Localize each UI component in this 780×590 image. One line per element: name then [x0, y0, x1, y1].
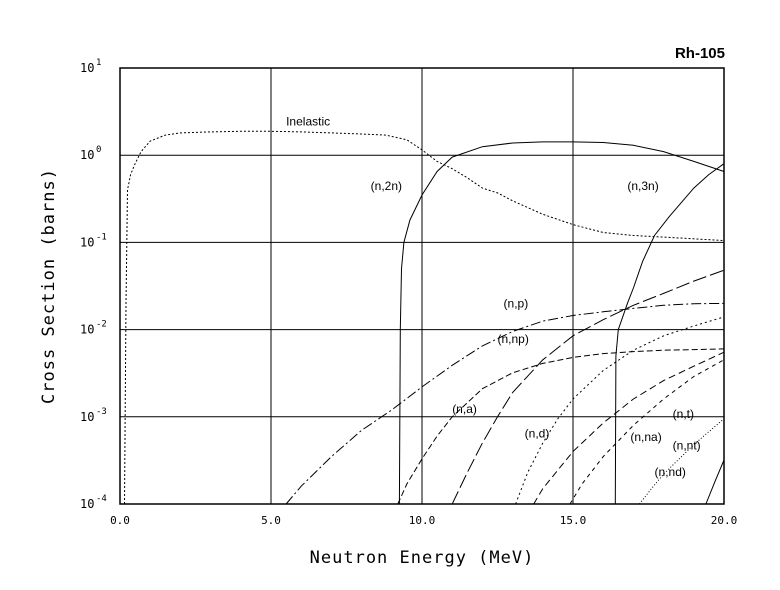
- series-line-n-3n: [614, 163, 725, 505]
- series-line-n-t: [533, 351, 725, 505]
- series-labels: Inelastic (n,2n) (n,3n) (n,p) (n,np) (n,a) (n,…: [286, 114, 701, 479]
- y-tick-label: 10: [80, 61, 94, 75]
- y-tick-label: 10: [80, 148, 94, 162]
- y-tick-label: 10: [80, 497, 94, 511]
- series-label-n-p: (n,p): [504, 296, 529, 310]
- series-label-n-a: (n,a): [452, 402, 477, 416]
- series-line-n-a: [397, 348, 725, 505]
- series-line-n-na: [569, 359, 725, 505]
- x-axis-title: Neutron Energy (MeV): [310, 548, 535, 568]
- x-tick-label: 20.0: [711, 514, 738, 527]
- y-tick-exponent: -1: [96, 232, 107, 242]
- series-line-n-2n: [398, 141, 725, 505]
- grid: [120, 68, 724, 504]
- series-line-n-nt: [639, 418, 725, 505]
- y-tick-exponent: -3: [96, 407, 107, 417]
- x-tick-label: 10.0: [409, 514, 436, 527]
- y-tick-exponent: 0: [96, 145, 101, 155]
- y-tick-label: 10: [80, 410, 94, 424]
- y-tick-label: 10: [80, 235, 94, 249]
- series-label-n-3n: (n,3n): [627, 179, 658, 193]
- series-label-inelastic: Inelastic: [286, 114, 330, 128]
- y-tick-exponent: -2: [96, 320, 107, 330]
- series-label-n-na: (n,na): [630, 430, 661, 444]
- series-label-n-nt: (n,nt): [673, 439, 701, 453]
- series-label-n-t: (n,t): [673, 407, 694, 421]
- series-line-n-nd: [705, 459, 725, 505]
- y-tick-label: 10: [80, 323, 94, 337]
- x-tick-label: 15.0: [560, 514, 587, 527]
- chart-title: Rh-105: [675, 45, 725, 62]
- series-label-n-np: (n,np): [498, 332, 529, 346]
- series-line-inelastic: [124, 130, 725, 505]
- series-line-n-d: [515, 316, 725, 505]
- series-label-n-nd: (n,nd): [655, 465, 686, 479]
- x-tick-label: 0.0: [110, 514, 130, 527]
- plot-frame: [119, 67, 725, 505]
- series-label-n-d: (n,d): [525, 426, 550, 440]
- series-label-n-2n: (n,2n): [371, 179, 402, 193]
- curves: [124, 130, 725, 505]
- y-axis-title: Cross Section (barns): [39, 168, 59, 404]
- series-line-n-np: [451, 269, 725, 505]
- x-tick-label: 5.0: [261, 514, 281, 527]
- y-tick-exponent: -4: [96, 494, 107, 504]
- x-axis-ticks: 0.0 5.0 10.0 15.0 20.0: [110, 514, 737, 527]
- y-tick-exponent: 1: [96, 58, 101, 68]
- series-line-n-p: [285, 302, 725, 505]
